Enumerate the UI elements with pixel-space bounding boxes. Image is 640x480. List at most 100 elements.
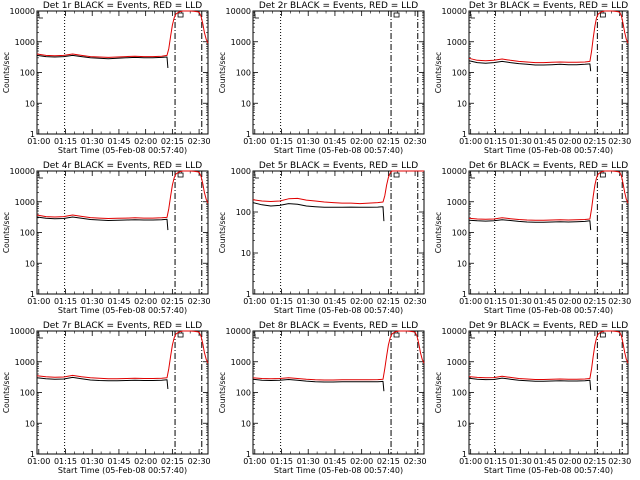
y-tick-label: 10000 — [226, 327, 251, 336]
panel-title: Det 6r BLACK = Events, RED = LLD — [469, 161, 628, 171]
y-tick-label: 10 — [241, 99, 251, 108]
x-tick-label: 01:00 — [243, 297, 266, 306]
x-tick-label: 01:00 — [27, 297, 50, 306]
plot-frame — [252, 10, 425, 135]
x-tick-label: 01:45 — [107, 457, 130, 466]
panel-det-7: Det 7r BLACK = Events, RED = LLD 1 10 100 10… — [2, 321, 211, 475]
y-tick-label: 1000 — [447, 358, 467, 367]
y-tick-label: 1 — [246, 290, 251, 299]
x-axis-label: Start Time (05-Feb-08 00:57:40) — [274, 466, 403, 475]
x-tick-label: 01:15 — [270, 457, 293, 466]
x-tick-label: 02:30 — [608, 297, 631, 306]
x-tick-label: 01:45 — [323, 297, 346, 306]
x-tick-label: 01:15 — [54, 457, 77, 466]
x-tick-label: 01:30 — [81, 137, 104, 146]
y-tick-label: 10 — [457, 419, 467, 428]
x-tick-label: 01:00 — [459, 457, 482, 466]
panel-det-8: Det 8r BLACK = Events, RED = LLD 1 10 100 10… — [218, 321, 427, 475]
x-axis-label: Start Time (05-Feb-08 00:57:40) — [274, 146, 403, 155]
y-tick-label: 10 — [457, 99, 467, 108]
y-tick-label: 100 — [20, 229, 35, 238]
x-tick-label: 01:45 — [534, 297, 557, 306]
x-tick-label: 02:00 — [350, 297, 373, 306]
series-events-line — [468, 377, 592, 391]
x-tick-label: 01:15 — [270, 137, 293, 146]
y-tick-label: 100 — [452, 69, 467, 78]
x-tick-label: 02:15 — [583, 137, 606, 146]
panel-det-4: Det 4r BLACK = Events, RED = LLD 1 10 100 10… — [2, 161, 211, 315]
x-tick-label: 02:15 — [583, 297, 606, 306]
x-axis-label: Start Time (05-Feb-08 00:57:40) — [484, 466, 613, 475]
x-tick-label: 02:00 — [134, 457, 157, 466]
x-tick-label: 01:45 — [534, 457, 557, 466]
x-tick-label: 01:00 — [27, 137, 50, 146]
series-events-line — [36, 376, 169, 390]
plot-frame — [468, 170, 629, 295]
x-tick-label: 02:30 — [188, 137, 211, 146]
x-tick-label: 02:30 — [404, 297, 427, 306]
plot-frame — [36, 330, 209, 455]
y-tick-label: 1000 — [231, 167, 251, 176]
x-tick-label: 02:15 — [161, 137, 184, 146]
series-lld-line — [468, 170, 629, 221]
y-tick-label: 10000 — [442, 327, 467, 336]
panel-det-6: Det 6r BLACK = Events, RED = LLD 1 10 100 10… — [434, 161, 631, 315]
y-tick-label: 10000 — [442, 167, 467, 176]
x-tick-label: 01:30 — [297, 457, 320, 466]
y-tick-label: 10 — [241, 419, 251, 428]
y-tick-label: 10000 — [10, 7, 35, 16]
y-tick-label: 10 — [25, 419, 35, 428]
panel-det-5: Det 5r BLACK = Events, RED = LLD 1 10 100 10… — [218, 161, 427, 315]
series-events-line — [468, 60, 592, 72]
series-lld-line — [36, 10, 209, 58]
x-axis-label: Start Time (05-Feb-08 00:57:40) — [274, 306, 403, 315]
panel-det-9: Det 9r BLACK = Events, RED = LLD 1 10 100 10… — [434, 321, 631, 475]
y-axis-label: Counts/sec — [2, 372, 11, 413]
x-tick-label: 01:00 — [459, 137, 482, 146]
y-tick-label: 1 — [462, 450, 467, 459]
x-tick-label: 01:30 — [81, 457, 104, 466]
x-tick-label: 01:45 — [323, 137, 346, 146]
y-tick-label: 100 — [20, 389, 35, 398]
x-tick-label: 02:00 — [134, 297, 157, 306]
y-tick-label: 1 — [462, 130, 467, 139]
panel-det-1: Det 1r BLACK = Events, RED = LLD 1 10 100 10… — [2, 1, 211, 155]
series-lld-line — [252, 170, 424, 205]
x-tick-label: 01:45 — [534, 137, 557, 146]
x-tick-label: 01:15 — [270, 297, 293, 306]
top-marker-square — [393, 12, 400, 18]
x-tick-label: 01:30 — [81, 297, 104, 306]
x-tick-label: 02:15 — [583, 457, 606, 466]
top-marker-square — [393, 172, 400, 178]
y-tick-label: 1000 — [15, 358, 35, 367]
x-tick-label: 01:15 — [54, 297, 77, 306]
plot-frame — [36, 10, 209, 135]
panel-title: Det 5r BLACK = Events, RED = LLD — [259, 161, 418, 171]
top-marker-square — [599, 172, 606, 178]
y-tick-label: 1 — [462, 290, 467, 299]
panel-det-3: Det 3r BLACK = Events, RED = LLD 1 10 100 10… — [434, 1, 631, 155]
y-tick-label: 1000 — [15, 198, 35, 207]
y-axis-label: Counts/sec — [2, 52, 11, 93]
x-tick-label: 01:30 — [509, 297, 532, 306]
x-axis-label: Start Time (05-Feb-08 00:57:40) — [484, 306, 613, 315]
y-tick-label: 1000 — [447, 38, 467, 47]
x-tick-label: 02:30 — [188, 297, 211, 306]
y-tick-label: 100 — [236, 389, 251, 398]
x-tick-label: 02:00 — [350, 457, 373, 466]
y-tick-label: 10 — [25, 259, 35, 268]
x-tick-label: 01:30 — [509, 457, 532, 466]
panel-title: Det 9r BLACK = Events, RED = LLD — [469, 321, 628, 331]
panel-title: Det 8r BLACK = Events, RED = LLD — [259, 321, 418, 331]
x-tick-label: 01:00 — [243, 137, 266, 146]
y-axis-label: Counts/sec — [434, 52, 443, 93]
x-tick-label: 02:30 — [188, 457, 211, 466]
plot-frame — [252, 170, 425, 295]
x-tick-label: 02:00 — [559, 457, 582, 466]
plot-frame — [252, 330, 425, 455]
y-tick-label: 10000 — [10, 167, 35, 176]
x-axis-label: Start Time (05-Feb-08 00:57:40) — [58, 306, 187, 315]
y-tick-label: 100 — [452, 389, 467, 398]
y-tick-label: 10000 — [226, 7, 251, 16]
